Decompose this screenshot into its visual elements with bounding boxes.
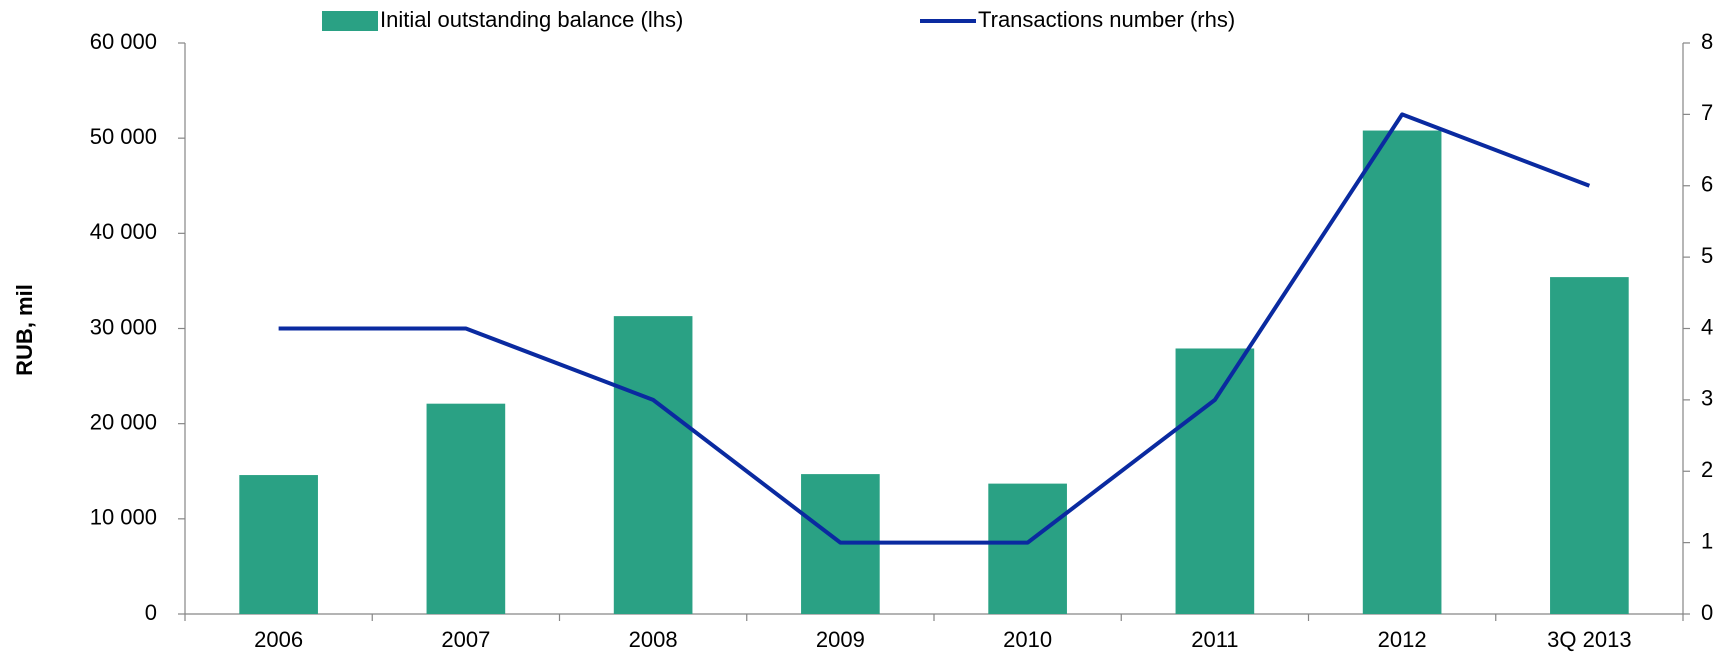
y2-tick-label: 0: [1701, 600, 1713, 625]
y2-tick-label: 2: [1701, 457, 1713, 482]
legend-label: Transactions number (rhs): [978, 7, 1235, 32]
y-tick-label: 50 000: [90, 124, 157, 149]
x-tick-label: 2010: [1003, 627, 1052, 652]
x-tick-label: 2008: [629, 627, 678, 652]
legend-label: Initial outstanding balance (lhs): [380, 7, 683, 32]
x-tick-label: 2009: [816, 627, 865, 652]
bar: [1175, 348, 1255, 614]
x-tick-label: 3Q 2013: [1547, 627, 1631, 652]
bar: [426, 403, 506, 614]
x-tick-label: 2007: [441, 627, 490, 652]
y-tick-label: 0: [145, 600, 157, 625]
y2-tick-label: 1: [1701, 528, 1713, 553]
y2-tick-label: 5: [1701, 243, 1713, 268]
y2-tick-label: 4: [1701, 314, 1713, 339]
y-tick-label: 40 000: [90, 219, 157, 244]
bar: [1362, 130, 1442, 614]
y-tick-label: 30 000: [90, 314, 157, 339]
bar: [988, 483, 1067, 614]
y2-tick-label: 3: [1701, 386, 1713, 411]
y2-tick-label: 8: [1701, 29, 1713, 54]
line: [278, 112, 1591, 545]
y-axis-label: RUB, mil: [12, 284, 37, 376]
bar: [239, 475, 318, 614]
y-tick-label: 10 000: [90, 505, 157, 530]
x-tick-label: 2006: [254, 627, 303, 652]
bar: [613, 316, 693, 614]
legend-swatch: [322, 11, 378, 31]
x-tick-label: 2011: [1191, 627, 1238, 652]
y-tick-label: 60 000: [90, 29, 157, 54]
y-tick-label: 20 000: [90, 409, 157, 434]
bar: [1550, 277, 1629, 614]
x-tick-label: 2012: [1378, 627, 1427, 652]
y2-tick-label: 7: [1701, 100, 1713, 125]
y2-tick-label: 6: [1701, 172, 1713, 197]
